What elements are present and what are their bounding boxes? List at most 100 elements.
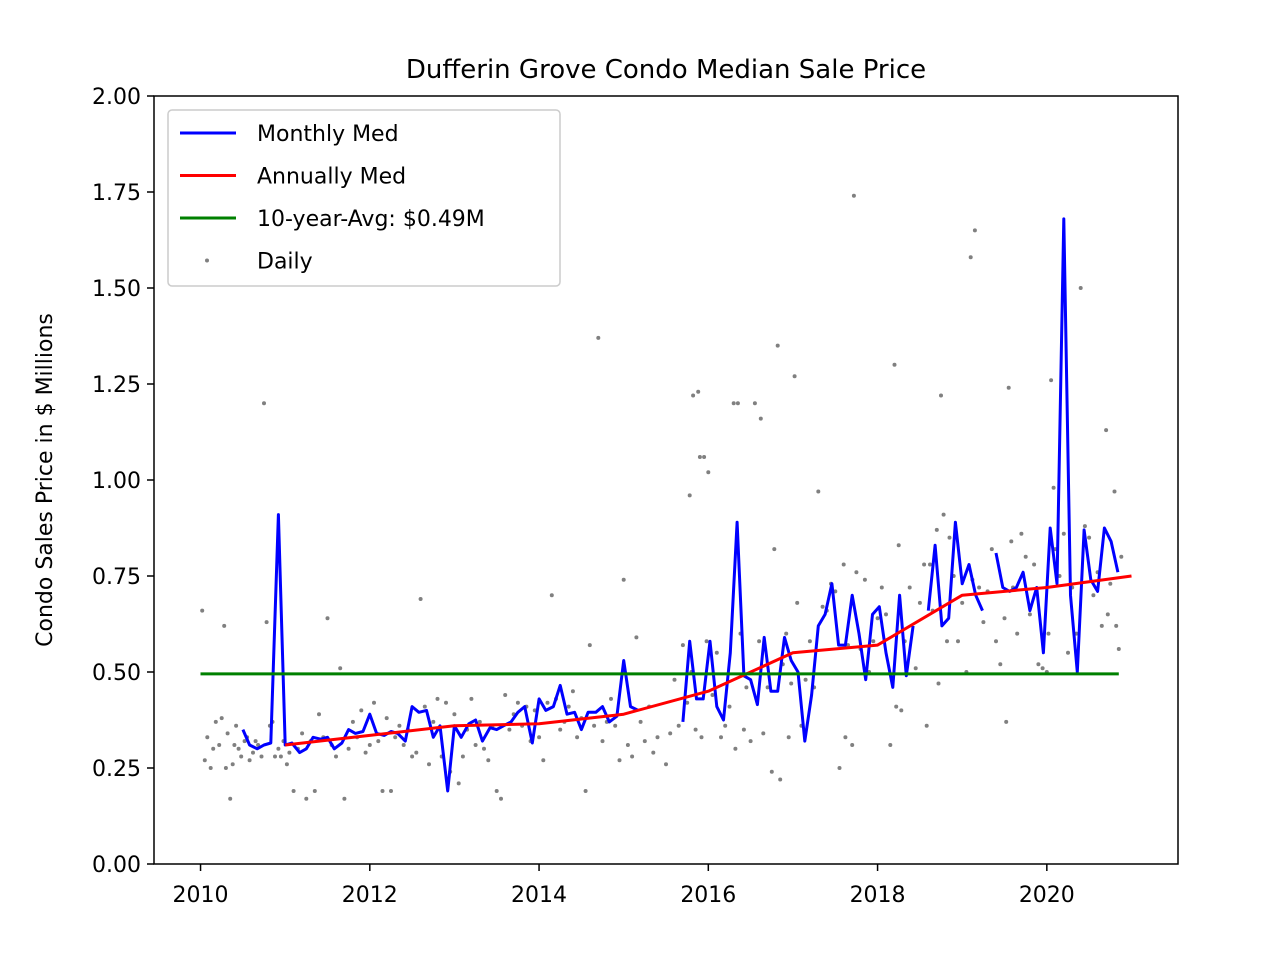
daily-point <box>994 639 998 644</box>
daily-point <box>947 535 952 540</box>
daily-point <box>1061 531 1066 536</box>
daily-point <box>655 735 660 740</box>
daily-point <box>1078 286 1083 290</box>
daily-point <box>1006 385 1011 390</box>
daily-point <box>765 685 770 690</box>
daily-point <box>892 362 897 367</box>
x-tick-label: 2014 <box>511 883 567 908</box>
daily-point <box>638 719 643 724</box>
daily-point <box>422 704 427 709</box>
daily-point <box>896 543 901 548</box>
daily-point <box>393 735 398 740</box>
daily-point <box>549 593 554 598</box>
daily-point <box>1051 485 1056 490</box>
daily-point <box>1099 623 1104 628</box>
daily-point <box>219 716 224 721</box>
daily-point <box>1049 378 1054 383</box>
daily-point <box>1004 719 1009 724</box>
daily-point <box>251 750 255 755</box>
daily-point <box>939 393 943 398</box>
daily-point <box>668 731 673 736</box>
daily-point <box>934 527 939 532</box>
x-tick-label: 2010 <box>173 883 229 908</box>
annually-med-line-segment <box>285 574 1132 747</box>
daily-point <box>691 393 696 398</box>
daily-point <box>789 681 794 686</box>
daily-point <box>960 600 965 605</box>
daily-point <box>225 731 230 736</box>
daily-point <box>1046 631 1051 636</box>
daily-point <box>444 700 448 705</box>
daily-point <box>617 758 622 763</box>
daily-point <box>786 735 791 740</box>
daily-point <box>435 696 440 701</box>
daily-point <box>784 631 789 636</box>
daily-point <box>469 696 474 701</box>
daily-point <box>334 754 338 759</box>
daily-point <box>592 723 597 728</box>
daily-point <box>583 789 588 793</box>
daily-point <box>256 743 261 747</box>
daily-point <box>922 562 927 567</box>
daily-point <box>431 719 436 724</box>
daily-point <box>427 762 431 767</box>
daily-point <box>208 766 213 770</box>
monthly-med-line-segment <box>994 217 1120 674</box>
daily-point <box>494 789 499 793</box>
daily-point <box>300 731 305 736</box>
daily-point <box>704 639 709 644</box>
daily-point <box>317 712 321 717</box>
daily-point <box>1015 631 1020 636</box>
daily-point <box>907 585 912 590</box>
y-tick-label: 0.25 <box>92 757 141 782</box>
daily-point <box>634 635 639 640</box>
daily-point <box>460 754 465 759</box>
daily-point <box>486 758 491 763</box>
daily-point <box>714 650 719 655</box>
daily-point <box>1105 612 1110 617</box>
daily-point <box>758 416 763 421</box>
daily-point <box>816 489 821 494</box>
y-tick-label: 1.75 <box>92 181 141 206</box>
chart-title: Dufferin Grove Condo Median Sale Price <box>406 55 926 85</box>
daily-point <box>807 639 812 644</box>
daily-point <box>264 620 269 625</box>
x-tick-label: 2012 <box>342 883 398 908</box>
daily-point <box>956 639 960 644</box>
daily-point <box>778 777 783 782</box>
x-tick-label: 2018 <box>850 883 906 908</box>
daily-point <box>287 750 292 755</box>
y-tick-label: 0.00 <box>92 853 141 878</box>
daily-point <box>913 666 918 671</box>
daily-point <box>630 754 635 759</box>
daily-point <box>1114 623 1119 628</box>
daily-point <box>733 746 738 751</box>
daily-point <box>1108 581 1113 586</box>
daily-point <box>380 789 385 793</box>
legend-ten-year-avg-label: 10-year-Avg: $0.49M <box>257 207 485 232</box>
y-tick-label: 0.50 <box>92 661 141 686</box>
daily-point <box>414 750 419 755</box>
daily-point <box>1066 650 1070 655</box>
legend-daily-swatch <box>205 258 209 263</box>
daily-point <box>924 723 929 728</box>
daily-point <box>205 735 210 740</box>
daily-point <box>676 723 681 728</box>
monthly-med-line-segment <box>681 520 915 743</box>
daily-point <box>325 616 330 621</box>
daily-point <box>418 597 423 601</box>
daily-point <box>875 616 880 621</box>
daily-point <box>545 700 550 705</box>
daily-point <box>888 743 893 747</box>
daily-point <box>596 335 601 340</box>
daily-point <box>541 758 546 763</box>
daily-point <box>247 758 252 763</box>
daily-point <box>792 374 797 379</box>
daily-point <box>278 754 283 759</box>
daily-point <box>664 762 668 767</box>
daily-point <box>1087 535 1092 540</box>
daily-point <box>234 723 239 728</box>
daily-point <box>236 746 241 751</box>
daily-point <box>1112 489 1117 494</box>
daily-point <box>972 228 977 233</box>
